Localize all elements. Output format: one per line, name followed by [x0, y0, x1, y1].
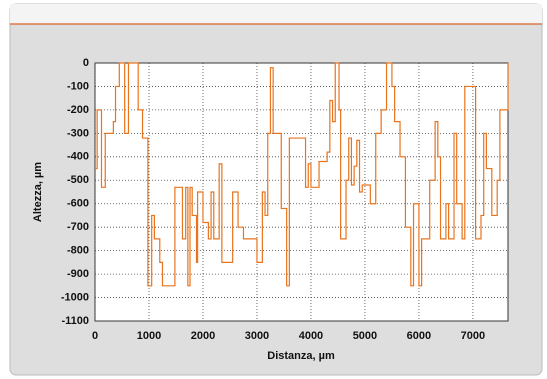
x-tick-label: 3000	[245, 330, 269, 342]
y-tick-label: -900	[67, 268, 89, 280]
x-tick-label: 1000	[137, 330, 161, 342]
y-tick-label: -500	[67, 174, 89, 186]
x-tick-label: 0	[92, 330, 98, 342]
y-tick-label: -200	[67, 104, 89, 116]
y-tick-label: -100	[67, 80, 89, 92]
y-tick-label: -1000	[61, 291, 89, 303]
y-tick-label: -700	[67, 221, 89, 233]
y-tick-label: 0	[83, 57, 89, 69]
x-tick-label: 6000	[407, 330, 431, 342]
data-line	[95, 62, 509, 287]
y-tick-label: -400	[67, 151, 89, 163]
x-tick-label: 2000	[191, 330, 215, 342]
y-tick-label: -600	[67, 198, 89, 210]
y-tick-label: -300	[67, 127, 89, 139]
x-tick-label: 5000	[353, 330, 377, 342]
header-strip	[10, 4, 542, 24]
plot-area	[94, 62, 509, 322]
y-axis-label: Altezza, µm	[32, 162, 44, 222]
x-tick-label: 4000	[299, 330, 323, 342]
y-tick-label: -800	[67, 245, 89, 257]
x-tick-label: 7000	[461, 330, 485, 342]
y-tick-label: -1100	[61, 315, 89, 327]
x-axis-label: Distanza, µm	[267, 350, 335, 362]
